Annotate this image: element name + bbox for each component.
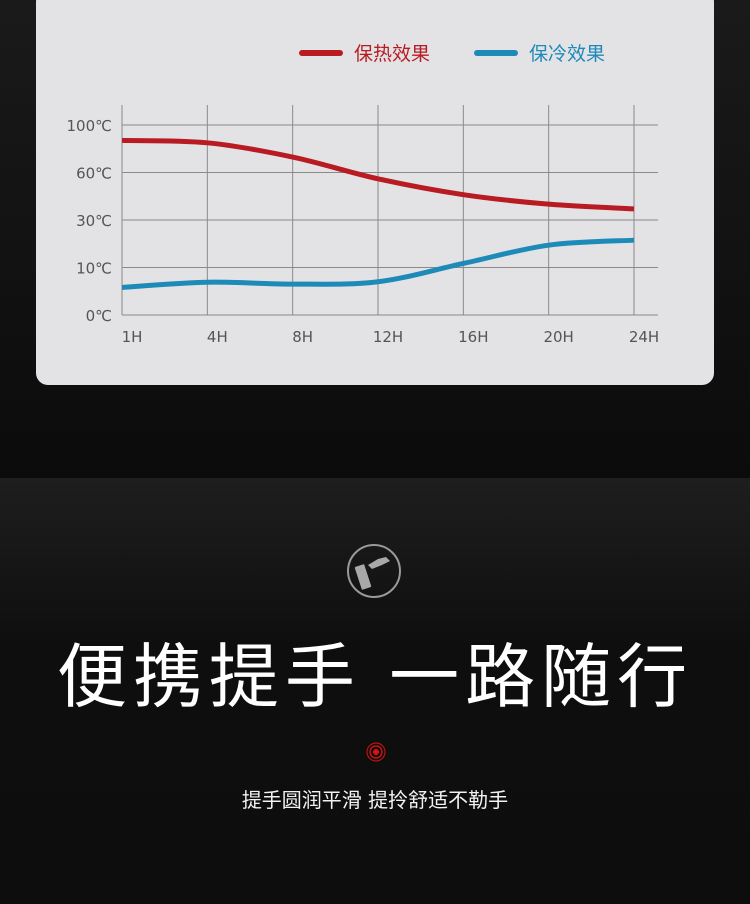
chart-legend: 保热效果 保冷效果	[299, 43, 605, 65]
bottom-background	[0, 478, 750, 904]
x-tick-label: 20H	[543, 328, 573, 346]
temperature-chart: 0℃10℃30℃60℃100℃ 1H 4H 8H 12H 16H 20H 24H 保热效果保…	[67, 43, 660, 346]
x-tick-label: 4H	[207, 328, 228, 346]
x-axis-ticks: 1H 4H 8H 12H 16H 20H 24H	[122, 328, 660, 346]
y-tick-label: 0℃	[86, 307, 112, 325]
legend-label: 保热效果	[354, 43, 430, 65]
subtitle: 提手圆润平滑 提拎舒适不勒手	[241, 788, 509, 812]
x-tick-label: 12H	[373, 328, 403, 346]
red-target-icon	[366, 742, 386, 762]
chart-card	[36, 0, 714, 385]
y-axis-ticks: 0℃ 10℃ 30℃ 60℃ 100℃	[67, 117, 112, 325]
x-tick-label: 8H	[292, 328, 313, 346]
legend-label: 保冷效果	[529, 43, 605, 65]
y-tick-label: 100℃	[67, 117, 112, 135]
y-tick-label: 10℃	[76, 260, 112, 278]
x-tick-label: 1H	[122, 328, 143, 346]
headline: 便携提手 一路随行	[56, 636, 694, 718]
y-tick-label: 60℃	[76, 165, 112, 183]
chart-grid	[121, 105, 658, 316]
y-tick-label: 30℃	[76, 212, 112, 230]
x-tick-label: 24H	[629, 328, 659, 346]
chart-series	[121, 137, 635, 290]
x-tick-label: 16H	[458, 328, 488, 346]
hand-holding-cup-icon	[347, 544, 401, 598]
